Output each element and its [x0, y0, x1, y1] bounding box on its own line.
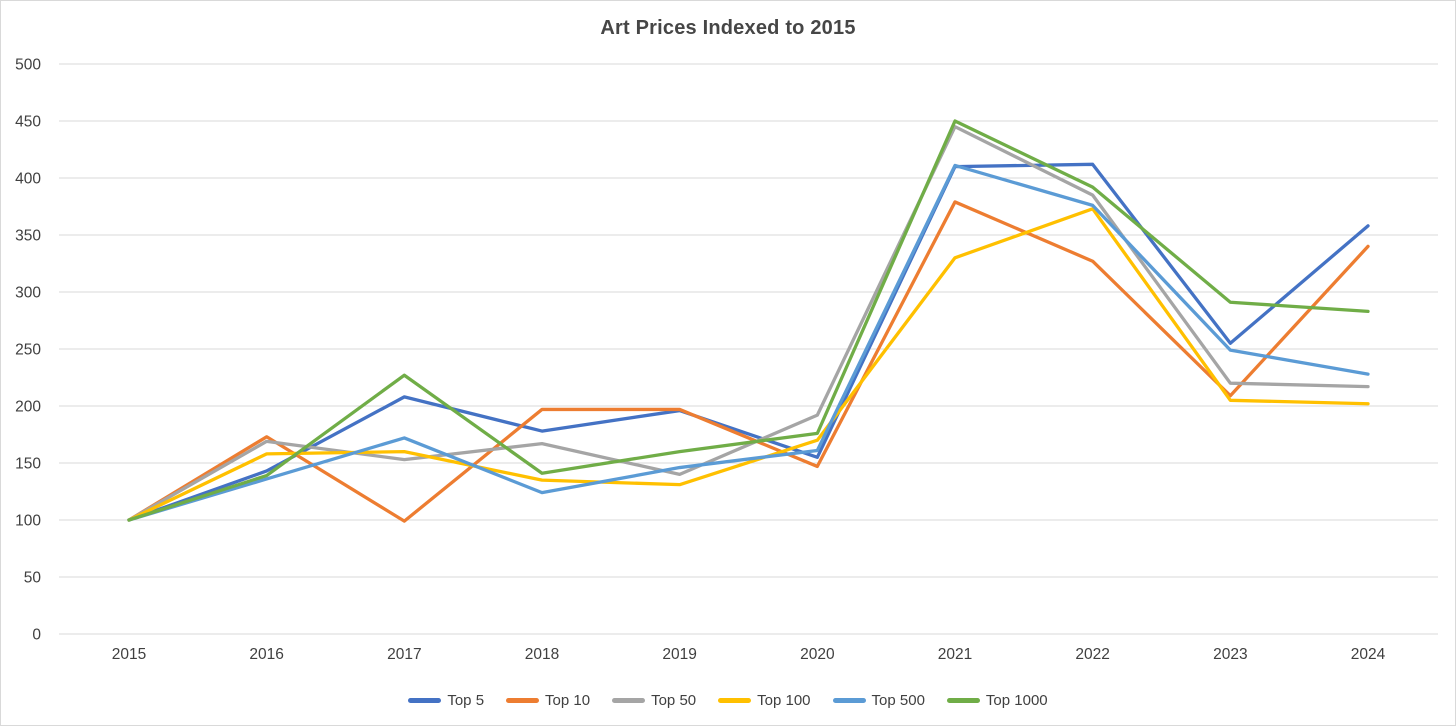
y-axis-tick-label: 250 [15, 342, 41, 359]
series-line-top-1000 [127, 119, 1370, 522]
y-axis-tick-label: 100 [15, 513, 41, 530]
legend-label-top-1000: Top 1000 [985, 692, 1048, 709]
y-axis-tick-label: 300 [15, 285, 41, 302]
y-axis-tick-label: 200 [15, 399, 41, 416]
x-axis-tick-label: 2020 [800, 646, 835, 663]
legend-item-top-10: Top 10 [506, 692, 590, 709]
series-line-top-500 [127, 163, 1370, 522]
legend-label-top-500: Top 500 [871, 692, 925, 709]
series-line-top-10 [127, 200, 1370, 523]
legend-swatch-top-5 [408, 698, 442, 703]
y-axis-tick-label: 500 [15, 57, 41, 74]
y-axis-tick-label: 150 [15, 456, 41, 473]
y-axis-tick-label: 50 [24, 570, 42, 587]
legend-swatch-top-10 [506, 698, 540, 703]
legend-label-top-10: Top 10 [545, 692, 591, 709]
x-axis-tick-label: 2019 [662, 646, 696, 663]
legend-label-top-5: Top 5 [447, 692, 485, 709]
x-axis-tick-label: 2017 [387, 646, 421, 663]
chart-legend: Top 5 Top 10 Top 50 Top 100 Top 500 Top 1000 [1, 692, 1455, 709]
y-axis-tick-label: 350 [15, 228, 41, 245]
y-axis-tick-label: 0 [32, 627, 41, 644]
legend-item-top-500: Top 500 [832, 692, 925, 709]
legend-label-top-50: Top 50 [651, 692, 697, 709]
x-axis-tick-label: 2015 [112, 646, 146, 663]
legend-swatch-top-50 [612, 698, 646, 703]
series-line-top-100 [127, 207, 1370, 522]
legend-item-top-100: Top 100 [718, 692, 811, 709]
x-axis-tick-label: 2016 [249, 646, 283, 663]
x-axis-tick-label: 2024 [1351, 646, 1386, 663]
legend-label-top-100: Top 100 [757, 692, 811, 709]
legend-item-top-50: Top 50 [612, 692, 696, 709]
legend-swatch-top-500 [832, 698, 866, 703]
y-axis-tick-label: 450 [15, 114, 41, 131]
legend-swatch-top-100 [718, 698, 752, 703]
x-axis-tick-label: 2021 [938, 646, 972, 663]
x-axis-tick-label: 2022 [1075, 646, 1109, 663]
series-line-top-50 [127, 125, 1370, 522]
chart-title: Art Prices Indexed to 2015 [600, 17, 856, 39]
series-line-top-5 [127, 162, 1370, 522]
y-axis-tick-label: 400 [15, 171, 41, 188]
legend-item-top-1000: Top 1000 [946, 692, 1048, 709]
x-axis-tick-label: 2023 [1213, 646, 1247, 663]
legend-item-top-5: Top 5 [408, 692, 484, 709]
legend-swatch-top-1000 [946, 698, 980, 703]
x-axis-tick-label: 2018 [525, 646, 559, 663]
